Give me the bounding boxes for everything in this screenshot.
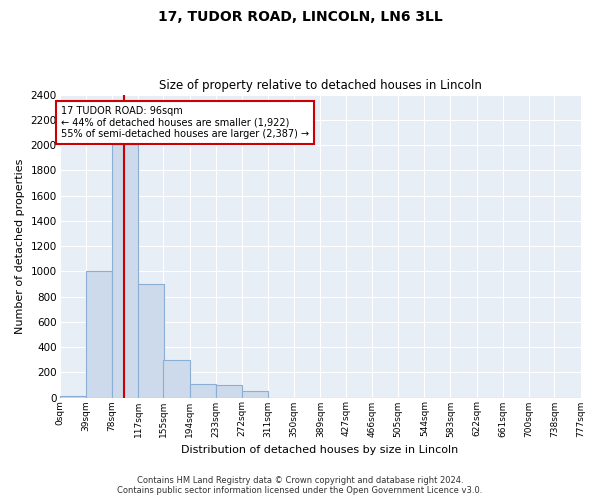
Text: 17, TUDOR ROAD, LINCOLN, LN6 3LL: 17, TUDOR ROAD, LINCOLN, LN6 3LL xyxy=(158,10,442,24)
Bar xyxy=(242,391,268,398)
Bar xyxy=(86,272,112,398)
Text: 17 TUDOR ROAD: 96sqm
← 44% of detached houses are smaller (1,922)
55% of semi-de: 17 TUDOR ROAD: 96sqm ← 44% of detached h… xyxy=(61,106,309,139)
Bar xyxy=(59,396,86,398)
Bar xyxy=(112,120,138,398)
Bar xyxy=(138,284,164,398)
Text: Contains HM Land Registry data © Crown copyright and database right 2024.
Contai: Contains HM Land Registry data © Crown c… xyxy=(118,476,482,495)
Bar xyxy=(163,360,190,398)
Bar xyxy=(190,384,216,398)
X-axis label: Distribution of detached houses by size in Lincoln: Distribution of detached houses by size … xyxy=(181,445,458,455)
Title: Size of property relative to detached houses in Lincoln: Size of property relative to detached ho… xyxy=(158,79,481,92)
Y-axis label: Number of detached properties: Number of detached properties xyxy=(15,158,25,334)
Bar xyxy=(216,385,242,398)
